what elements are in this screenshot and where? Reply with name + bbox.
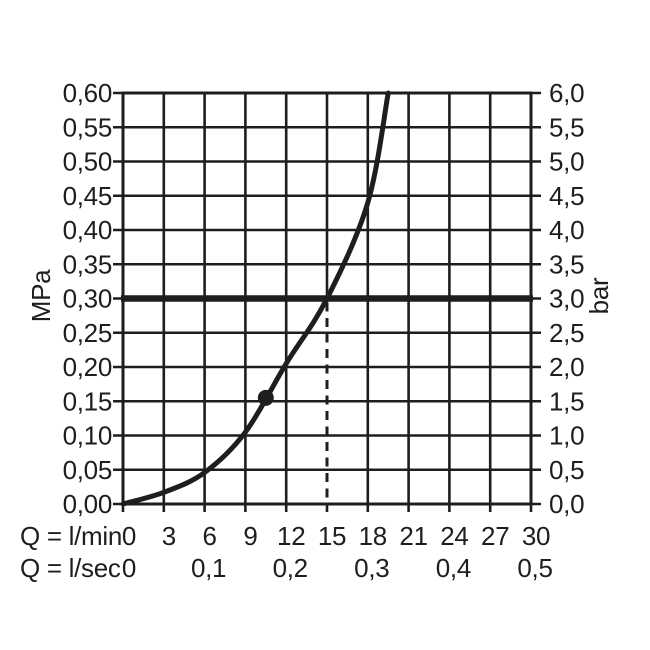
y-right-tick-label: 0,5 — [549, 455, 584, 485]
y-left-tick-label: 0,20 — [63, 352, 112, 382]
y-right-tick-label: 5,0 — [549, 147, 584, 177]
y-left-tick-label: 0,00 — [63, 489, 112, 519]
y-left-tick-label: 0,35 — [63, 249, 112, 279]
x-lmin-tick-label: 6 — [203, 521, 217, 551]
y-left-tick-label: 0,10 — [63, 421, 112, 451]
x-lmin-tick-label: 12 — [277, 521, 305, 551]
x-lsec-tick-label: 0 — [122, 553, 136, 583]
flow-pressure-curve — [120, 90, 391, 507]
x-lmin-tick-label: 21 — [399, 521, 427, 551]
y-left-axis-unit-label: MPa — [26, 269, 56, 323]
x-lmin-tick-label: 24 — [440, 521, 468, 551]
y-right-tick-label: 2,0 — [549, 352, 584, 382]
y-right-tick-label: 2,5 — [549, 318, 584, 348]
x-lmin-tick-label: 0 — [122, 521, 136, 551]
y-right-tick-label: 4,0 — [549, 215, 584, 245]
y-right-tick-label: 0,0 — [549, 489, 584, 519]
y-right-tick-label: 1,5 — [549, 386, 584, 416]
x-lsec-tick-label: 0,5 — [517, 553, 552, 583]
x-axis-lsec-unit-label: Q = l/sec — [20, 553, 121, 583]
x-lmin-tick-label: 9 — [243, 521, 257, 551]
operating-point-marker — [257, 389, 274, 406]
x-lmin-tick-label: 27 — [481, 521, 509, 551]
y-left-tick-label: 0,15 — [63, 386, 112, 416]
y-left-tick-label: 0,45 — [63, 181, 112, 211]
x-lsec-tick-label: 0,4 — [436, 553, 471, 583]
x-axis-lmin-unit-label: Q = l/min — [20, 521, 123, 551]
y-left-tick-label: 0,25 — [63, 318, 112, 348]
y-right-tick-label: 3,5 — [549, 249, 584, 279]
x-lmin-tick-label: 15 — [318, 521, 346, 551]
y-right-tick-label: 1,0 — [549, 421, 584, 451]
x-lsec-tick-label: 0,1 — [191, 553, 226, 583]
y-left-tick-label: 0,05 — [63, 455, 112, 485]
y-right-tick-label: 5,5 — [549, 112, 584, 142]
x-lmin-tick-label: 3 — [162, 521, 176, 551]
y-left-tick-label: 0,55 — [63, 112, 112, 142]
y-left-tick-label: 0,50 — [63, 147, 112, 177]
x-lmin-tick-label: 18 — [359, 521, 387, 551]
y-left-tick-label: 0,30 — [63, 284, 112, 314]
y-right-tick-label: 4,5 — [549, 181, 584, 211]
x-lmin-tick-label: 30 — [522, 521, 550, 551]
x-lsec-tick-label: 0,2 — [273, 553, 308, 583]
y-left-tick-label: 0,60 — [63, 78, 112, 108]
y-left-tick-label: 0,40 — [63, 215, 112, 245]
y-right-axis-unit-label: bar — [584, 277, 614, 315]
y-right-tick-label: 3,0 — [549, 284, 584, 314]
x-lsec-tick-label: 0,3 — [354, 553, 389, 583]
y-right-tick-label: 6,0 — [549, 78, 584, 108]
